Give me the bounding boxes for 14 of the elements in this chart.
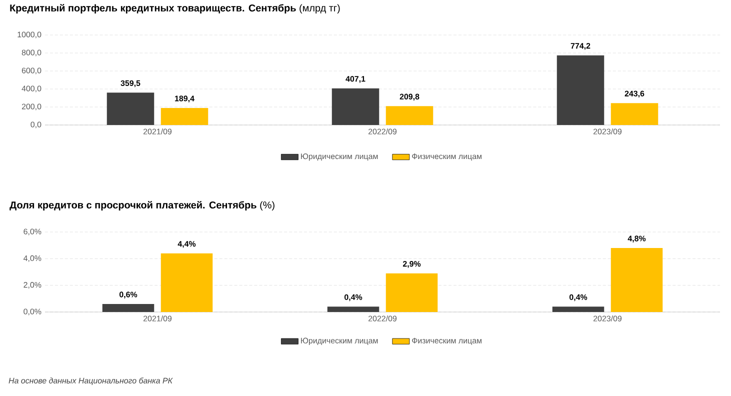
bar [332, 88, 380, 125]
chart-title: Доля кредитов с просрочкой платежей. Сентябрь (%) [10, 201, 274, 210]
chart-title: Кредитный портфель кредитных товариществ. Сентябрь (млрд тг) [10, 4, 340, 14]
bar [610, 248, 663, 312]
bar [552, 306, 604, 312]
bar [160, 253, 213, 312]
bar [106, 92, 154, 125]
bar [610, 103, 658, 125]
bar [556, 55, 604, 125]
bar [160, 108, 208, 125]
bar [327, 306, 380, 312]
bar [102, 304, 154, 312]
bar [386, 273, 438, 312]
bar [386, 106, 434, 125]
